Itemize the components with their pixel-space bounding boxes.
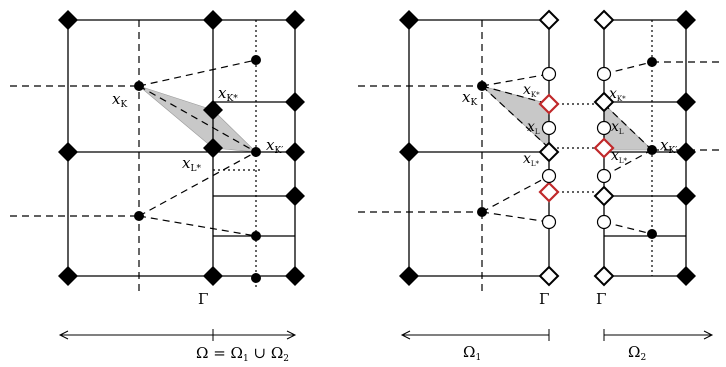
right-dotted-lines [557,20,653,276]
interface-circle [596,66,612,82]
vertex-node [676,92,696,112]
interface-circle [596,214,612,230]
right-label-xLs-right: xL* [611,148,628,165]
vertex-node [399,266,419,286]
left-gamma-label: Γ [198,290,208,308]
red-interface-node [538,93,560,115]
cell-center [251,55,261,65]
vertex-node [399,142,419,162]
right-cell-centers [477,57,657,239]
cell-center [477,81,487,91]
interface-circle [541,120,557,136]
right-vertex-nodes [399,10,696,286]
vertex-node [676,266,696,286]
vertex-node [399,10,419,30]
interface-node [538,141,560,163]
vertex-node [676,142,696,162]
omega1-label: Ω1 [463,343,481,363]
left-panel: xK xK* xK′ xL* Γ Ω = Ω1 ∪ Ω2 [10,10,305,364]
vertex-node [285,266,305,286]
cell-center [251,147,261,157]
vertex-node [58,142,78,162]
cell-center [251,231,261,241]
interface-circle [541,168,557,184]
vertex-node [676,10,696,30]
right-label-xKs-right: xK* [609,86,626,103]
left-label-xKs: xK* [218,84,238,104]
right-label-xLs-left: xL* [523,151,540,168]
left-mesh-grid [67,19,296,277]
interface-node [593,9,615,31]
cell-center [647,145,657,155]
interface-circle [541,214,557,230]
vertex-node [285,142,305,162]
right-label-xKp: xK′ [660,136,677,156]
right-interface-nodes-red [538,93,615,203]
interface-circle [541,66,557,82]
vertex-node [285,92,305,112]
vertex-node [203,100,223,120]
cell-center [134,211,144,221]
right-panel: xK xK* xL xL* xK* xL xL* xK′ Γ Γ [358,9,720,363]
interface-node [538,9,560,31]
right-label-xK: xK [462,88,477,108]
left-label-xKp: xK′ [266,136,283,156]
right-gamma-right-label: Γ [596,290,606,308]
interface-node [593,185,615,207]
interface-circle [596,168,612,184]
right-label-xL-left: xL [527,119,540,136]
right-dual-mesh-dashed [358,20,720,296]
red-interface-node [538,181,560,203]
vertex-node [58,266,78,286]
left-vertex-nodes [58,10,305,286]
left-domain-arrow [58,329,297,341]
cell-center [134,81,144,91]
cell-center [647,229,657,239]
cell-center [477,207,487,217]
red-interface-node [593,137,615,159]
omega1-domain-arrow [400,329,550,341]
right-label-xL-right: xL [611,119,624,136]
interface-node [593,91,615,113]
left-label-xLs: xL* [182,154,201,174]
left-dual-mesh-dashed [10,20,257,296]
vertex-node [285,10,305,30]
vertex-node [676,186,696,206]
vertex-node [285,186,305,206]
cell-center [647,57,657,67]
vertex-node [58,10,78,30]
interface-circle [596,120,612,136]
right-interface-circles [541,66,612,230]
interface-node [593,265,615,287]
right-interface-nodes-open [538,9,615,287]
omega2-label: Ω2 [628,343,646,363]
vertex-node [203,266,223,286]
vertex-node [203,10,223,30]
omega2-domain-arrow [603,329,714,341]
left-cell-centers [134,55,261,283]
vertex-node [203,138,223,158]
right-label-xKs-left: xK* [523,82,540,99]
left-label-xK: xK [112,90,127,110]
right-gamma-left-label: Γ [539,290,549,308]
left-omega-label: Ω = Ω1 ∪ Ω2 [196,344,289,364]
interface-node [538,265,560,287]
cell-center [251,273,261,283]
